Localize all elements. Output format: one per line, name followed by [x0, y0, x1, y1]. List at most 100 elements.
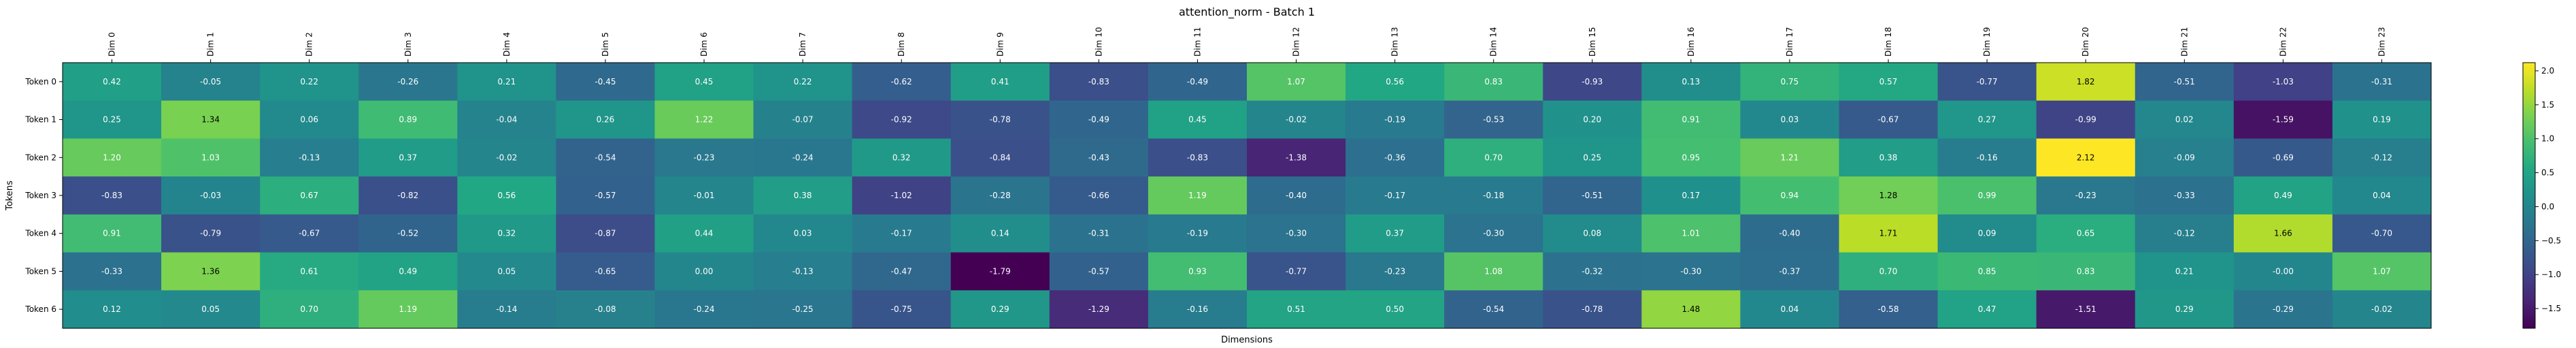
colorbar-tick-label: −1.0: [2541, 270, 2561, 279]
cell-value-label: -0.04: [496, 115, 517, 125]
heatmap-cell: [1345, 252, 1445, 291]
heatmap-cell: [2332, 138, 2432, 177]
cell-value-label: 0.70: [1484, 153, 1503, 162]
heatmap-cell: [2036, 290, 2136, 329]
heatmap-cell: [161, 252, 261, 291]
cell-value-label: -0.36: [1384, 153, 1405, 162]
cell-value-label: 1.82: [2077, 77, 2095, 86]
heatmap-cell: [63, 63, 162, 101]
cell-value-label: 0.56: [1386, 77, 1404, 86]
cell-value-label: -0.32: [1582, 266, 1603, 276]
cell-value-label: -0.30: [1680, 266, 1701, 276]
cell-value-label: -0.19: [1187, 229, 1208, 238]
heatmap-cell: [1641, 214, 1741, 253]
heatmap-cell: [654, 252, 754, 291]
heatmap-cell: [1247, 214, 1346, 253]
heatmap-cell: [457, 252, 557, 291]
heatmap-cell: [2233, 138, 2333, 177]
heatmap-cell: [1148, 252, 1248, 291]
heatmap-cell: [2233, 176, 2333, 215]
x-axis-ticks: Dim 0 Dim 1 Dim 2 Dim 3 Dim 4 Dim 5 Dim 6 Dim 7…: [107, 27, 2386, 63]
y-axis-label: Tokens: [5, 180, 15, 211]
heatmap-cell: [1740, 138, 1840, 177]
heatmap-cell: [2332, 176, 2432, 215]
cell-value-label: -0.24: [792, 153, 814, 162]
cell-value-label: -0.16: [1977, 153, 1998, 162]
cell-value-label: 0.45: [695, 77, 714, 86]
cell-value-label: 0.57: [1879, 77, 1898, 86]
cell-value-label: -0.87: [595, 229, 616, 238]
cell-value-label: -0.67: [299, 229, 320, 238]
cell-value-label: 0.29: [991, 304, 1009, 314]
cell-value-label: 1.19: [1188, 191, 1207, 200]
plot-frame: [62, 62, 2432, 329]
cell-value-label: 0.89: [399, 115, 417, 125]
cell-value-label: -0.02: [1286, 115, 1307, 125]
heatmap-cell: [2135, 138, 2235, 177]
heatmap-cell: [654, 176, 754, 215]
heatmap-cell: [2332, 252, 2432, 291]
heatmap-cell: [1247, 138, 1346, 177]
heatmap-cell: [358, 63, 458, 101]
x-tick-label: Dim 2: [305, 32, 314, 57]
cell-value-label: -0.12: [2371, 153, 2392, 162]
heatmap-cell: [1049, 100, 1149, 140]
heatmap-cell: [260, 138, 359, 177]
heatmap-cell: [1543, 252, 1642, 291]
heatmap-cell: [556, 214, 656, 253]
cell-value-label: -0.14: [496, 304, 517, 314]
heatmap-cell: [1839, 63, 1939, 101]
heatmap-cell: [852, 176, 952, 215]
cell-value-label: -0.00: [2273, 266, 2294, 276]
cell-value-label: 0.47: [1978, 304, 1996, 314]
cell-value-label: 0.19: [2373, 115, 2391, 125]
heatmap-cell: [457, 100, 557, 140]
cell-value-label: -0.23: [1384, 266, 1405, 276]
cell-value-label: -0.92: [891, 115, 912, 125]
cell-value-label: -0.30: [1483, 229, 1504, 238]
cell-value-label: -0.02: [496, 153, 517, 162]
cell-value-label: -0.82: [397, 191, 418, 200]
heatmap-cell: [1543, 290, 1642, 329]
colorbar-tick-label: 0.0: [2541, 202, 2554, 211]
cell-value-label: -0.58: [1878, 304, 1899, 314]
y-tick-label: Token 3: [24, 191, 56, 200]
x-axis-label: Dimensions: [1221, 335, 1273, 345]
cell-value-label: 0.91: [1682, 115, 1701, 125]
heatmap-cell: [2036, 176, 2136, 215]
x-tick-label: Dim 14: [1489, 27, 1499, 57]
heatmap-cell: [1345, 290, 1445, 329]
heatmap-cell: [1839, 100, 1939, 140]
cell-value-label: -0.09: [2174, 153, 2195, 162]
heatmap-cell: [2135, 214, 2235, 253]
cell-value-label: -0.57: [595, 191, 616, 200]
heatmap-cell: [852, 214, 952, 253]
cell-value-label: -0.31: [2371, 77, 2392, 86]
cell-value-label: 1.03: [201, 153, 220, 162]
cell-value-label: -0.54: [595, 153, 616, 162]
heatmap-cell: [2135, 176, 2235, 215]
heatmap-cell: [2135, 100, 2235, 140]
heatmap-cell: [1444, 63, 1543, 101]
heatmap-cell: [556, 290, 656, 329]
x-tick-label: Dim 5: [601, 32, 610, 57]
heatmap-cell: [1543, 176, 1642, 215]
cell-value-label: 0.65: [2077, 229, 2095, 238]
heatmap-cell: [63, 252, 162, 291]
cell-value-label: -0.19: [1384, 115, 1405, 125]
heatmap-cell: [556, 63, 656, 101]
heatmap-cell: [358, 100, 458, 140]
cell-value-label: 0.29: [2175, 304, 2194, 314]
heatmap-cell: [654, 138, 754, 177]
cell-value-label: -0.83: [1088, 77, 1109, 86]
cell-value-label: 1.08: [1484, 266, 1503, 276]
heatmap-cell: [260, 176, 359, 215]
heatmap-cell: [950, 176, 1050, 215]
heatmap-cell: [654, 63, 754, 101]
cell-value-label: 0.37: [399, 153, 417, 162]
cell-value-label: -0.28: [990, 191, 1011, 200]
heatmap-cell: [2036, 214, 2136, 253]
heatmap-cell: [1641, 63, 1741, 101]
cell-value-label: -0.93: [1582, 77, 1603, 86]
cell-value-label: -0.05: [200, 77, 221, 86]
